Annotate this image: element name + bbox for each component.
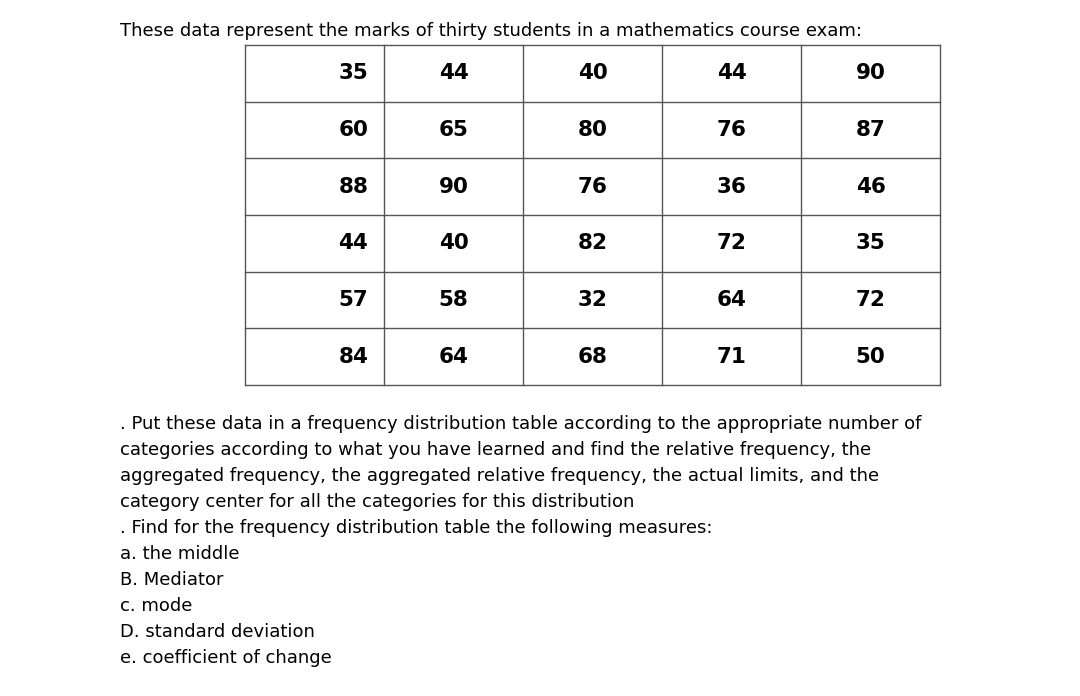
Text: 76: 76 <box>716 120 746 140</box>
Text: These data represent the marks of thirty students in a mathematics course exam:: These data represent the marks of thirty… <box>120 22 862 40</box>
Text: e. coefficient of change: e. coefficient of change <box>120 649 332 667</box>
Text: 88: 88 <box>338 177 368 197</box>
Text: 44: 44 <box>338 233 368 253</box>
Text: c. mode: c. mode <box>120 597 192 615</box>
Text: B. Mediator: B. Mediator <box>120 571 224 589</box>
Text: . Put these data in a frequency distribution table according to the appropriate : . Put these data in a frequency distribu… <box>120 415 921 433</box>
Text: 72: 72 <box>716 233 746 253</box>
Text: 36: 36 <box>716 177 746 197</box>
Text: 40: 40 <box>438 233 469 253</box>
Text: 44: 44 <box>438 63 469 84</box>
Text: 32: 32 <box>578 290 607 310</box>
Text: 80: 80 <box>578 120 607 140</box>
Text: 84: 84 <box>338 347 368 367</box>
Text: 44: 44 <box>717 63 746 84</box>
Text: 46: 46 <box>855 177 886 197</box>
Text: 82: 82 <box>578 233 607 253</box>
Text: 65: 65 <box>438 120 469 140</box>
Text: aggregated frequency, the aggregated relative frequency, the actual limits, and : aggregated frequency, the aggregated rel… <box>120 467 879 485</box>
Text: 87: 87 <box>855 120 886 140</box>
Text: 76: 76 <box>578 177 607 197</box>
Text: a. the middle: a. the middle <box>120 545 240 563</box>
Text: categories according to what you have learned and find the relative frequency, t: categories according to what you have le… <box>120 441 872 459</box>
Text: 57: 57 <box>338 290 368 310</box>
Text: . Find for the frequency distribution table the following measures:: . Find for the frequency distribution ta… <box>120 519 713 537</box>
Text: 35: 35 <box>855 233 886 253</box>
Text: 90: 90 <box>438 177 469 197</box>
Text: 72: 72 <box>855 290 886 310</box>
Text: category center for all the categories for this distribution: category center for all the categories f… <box>120 493 634 511</box>
Text: 71: 71 <box>716 347 746 367</box>
Text: 64: 64 <box>438 347 469 367</box>
Text: 60: 60 <box>338 120 368 140</box>
Text: D. standard deviation: D. standard deviation <box>120 623 315 641</box>
Text: 64: 64 <box>716 290 746 310</box>
Text: 40: 40 <box>578 63 607 84</box>
Text: 58: 58 <box>438 290 469 310</box>
Text: 50: 50 <box>855 347 886 367</box>
Text: 68: 68 <box>578 347 607 367</box>
Text: 90: 90 <box>855 63 886 84</box>
Text: 35: 35 <box>338 63 368 84</box>
